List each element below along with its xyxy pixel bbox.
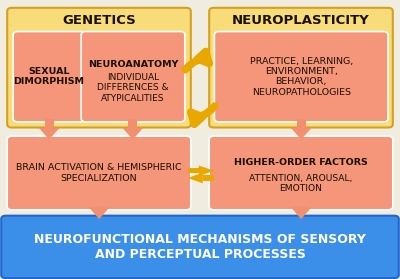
Text: NEUROFUNCTIONAL MECHANISMS OF SENSORY
AND PERCEPTUAL PROCESSES: NEUROFUNCTIONAL MECHANISMS OF SENSORY AN… [34,233,366,261]
FancyBboxPatch shape [209,8,393,128]
Polygon shape [39,128,60,140]
Polygon shape [89,207,110,219]
FancyBboxPatch shape [214,32,388,122]
Polygon shape [122,128,143,140]
Polygon shape [95,206,104,207]
FancyBboxPatch shape [81,32,185,122]
Text: PRACTICE, LEARNING,
ENVIRONMENT,
BEHAVIOR,
NEUROPATHOLOGIES: PRACTICE, LEARNING, ENVIRONMENT, BEHAVIO… [250,57,353,97]
Polygon shape [45,119,54,128]
Polygon shape [188,168,199,173]
Text: ATTENTION, AROUSAL,
EMOTION: ATTENTION, AROUSAL, EMOTION [249,174,353,193]
FancyBboxPatch shape [1,216,399,278]
Polygon shape [291,207,312,219]
Polygon shape [297,119,306,128]
Text: SEXUAL
DIMORPHISM: SEXUAL DIMORPHISM [14,67,84,86]
Text: GENETICS: GENETICS [62,15,136,27]
Polygon shape [128,119,137,128]
FancyBboxPatch shape [7,136,191,210]
Polygon shape [297,206,306,207]
FancyBboxPatch shape [209,136,393,210]
Text: NEUROANATOMY: NEUROANATOMY [88,60,178,69]
Polygon shape [203,175,214,181]
Text: NEUROPLASTICITY: NEUROPLASTICITY [232,15,370,27]
Text: HIGHER-ORDER FACTORS: HIGHER-ORDER FACTORS [234,158,368,167]
Text: INDIVIDUAL
DIFFERENCES &
ATYPICALITIES: INDIVIDUAL DIFFERENCES & ATYPICALITIES [97,73,169,103]
Polygon shape [188,173,203,183]
FancyBboxPatch shape [13,32,85,122]
FancyBboxPatch shape [7,8,191,128]
Text: BRAIN ACTIVATION & HEMISPHERIC
SPECIALIZATION: BRAIN ACTIVATION & HEMISPHERIC SPECIALIZ… [16,163,182,183]
Polygon shape [199,165,214,176]
Polygon shape [291,128,312,140]
